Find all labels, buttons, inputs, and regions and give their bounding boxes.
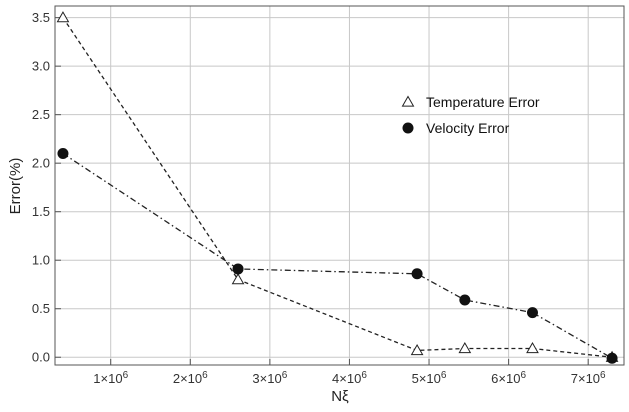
x-tick-labels: 1×106 2×106 3×106 4×106 5×106 6×106 7×106 [93, 370, 606, 386]
x-tick-exponent: 6 [123, 370, 129, 381]
circle-marker [411, 268, 423, 280]
series-line [62, 17, 613, 358]
x-tick-mantissa: 2 [173, 371, 180, 386]
legend: Temperature Error Velocity Error [401, 94, 540, 136]
triangle-marker [231, 273, 245, 285]
x-tick-prefix: ×10 [578, 371, 600, 386]
triangle-marker [410, 343, 424, 356]
legend-label: Temperature Error [426, 94, 540, 110]
x-tick-prefix: ×10 [260, 371, 282, 386]
x-tick-prefix: ×10 [180, 371, 202, 386]
y-tick-label: 3.0 [32, 59, 50, 74]
circle-marker [459, 294, 471, 306]
axis-ticks [55, 17, 589, 365]
plot-frame [54, 5, 625, 366]
x-tick-mantissa: 4 [332, 371, 339, 386]
x-tick-mantissa: 7 [571, 371, 578, 386]
y-tick-label: 0.5 [32, 301, 50, 316]
y-tick-label: 2.0 [32, 156, 50, 171]
circle-marker [57, 147, 69, 159]
x-axis-label: Nξ [331, 388, 349, 405]
x-tick-mantissa: 6 [491, 371, 498, 386]
x-tick-prefix: ×10 [498, 371, 520, 386]
x-tick-prefix: ×10 [101, 371, 123, 386]
circle-marker [526, 307, 538, 319]
x-tick-label: 2×106 [173, 370, 208, 386]
x-tick-label: 1×106 [93, 370, 128, 386]
data-series [56, 11, 619, 364]
x-tick-exponent: 6 [282, 370, 288, 381]
circle-marker [232, 263, 244, 275]
legend-triangle-marker [401, 95, 415, 107]
series-line [62, 152, 613, 359]
x-tick-prefix: ×10 [339, 371, 361, 386]
x-tick-label: 4×106 [332, 370, 367, 386]
y-tick-label: 0.0 [32, 350, 50, 365]
triangle-marker [458, 341, 472, 354]
x-tick-prefix: ×10 [419, 371, 441, 386]
y-axis-label: Error(%) [7, 158, 24, 215]
circle-marker [606, 352, 618, 364]
y-tick-label: 3.5 [32, 10, 50, 25]
legend-label: Velocity Error [426, 120, 510, 136]
y-tick-label: 1.5 [32, 204, 50, 219]
x-tick-exponent: 6 [600, 370, 606, 381]
grid-lines [55, 6, 624, 365]
triangle-marker [526, 341, 539, 354]
triangle-marker [56, 11, 70, 23]
x-tick-label: 5×106 [412, 370, 447, 386]
x-tick-exponent: 6 [441, 370, 447, 381]
legend-circle-marker [402, 122, 414, 134]
y-tick-label: 2.5 [32, 107, 50, 122]
x-tick-exponent: 6 [361, 370, 367, 381]
series-velocity [57, 147, 618, 364]
x-tick-label: 6×106 [491, 370, 526, 386]
x-tick-exponent: 6 [202, 370, 208, 381]
x-tick-label: 7×106 [571, 370, 606, 386]
y-tick-label: 1.0 [32, 253, 50, 268]
x-tick-label: 3×106 [252, 370, 287, 386]
x-tick-mantissa: 3 [252, 371, 259, 386]
x-tick-mantissa: 5 [412, 371, 419, 386]
x-tick-mantissa: 1 [93, 371, 100, 386]
x-tick-exponent: 6 [520, 370, 526, 381]
y-tick-labels: 0.0 0.5 1.0 1.5 2.0 2.5 3.0 3.5 [32, 10, 50, 365]
